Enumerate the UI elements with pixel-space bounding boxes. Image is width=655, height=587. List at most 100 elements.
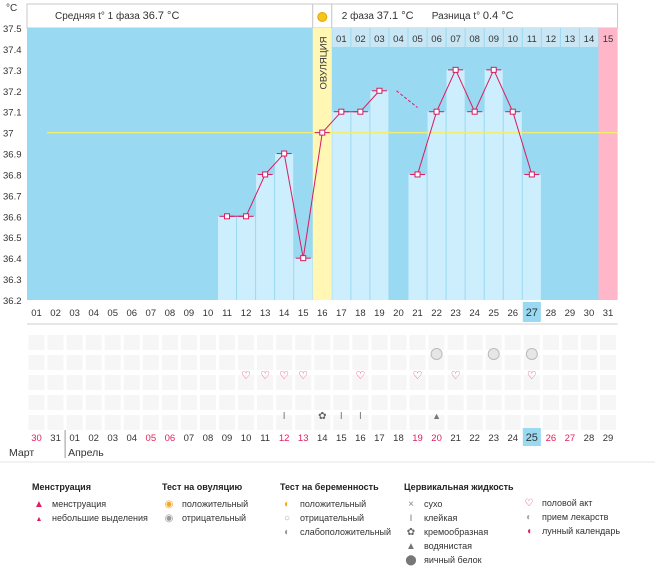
legend-item: ○ отрицательный [280, 511, 391, 525]
cycle-day-label: 03 [69, 308, 80, 319]
legend-item: ▲ менструация [32, 497, 148, 511]
symbol-cell [409, 395, 426, 410]
symbol-cell [47, 335, 64, 350]
temperature-point [452, 66, 459, 73]
post-ovulation-day-label: 03 [374, 34, 385, 45]
heart-icon: ♡ [260, 370, 270, 382]
post-ovulation-day-label: 08 [469, 34, 480, 45]
phase2-value: 37.1 °C [377, 10, 414, 22]
symbol-cell [390, 355, 407, 370]
calendar-date: 09 [222, 433, 233, 444]
calendar-date: 13 [298, 433, 309, 444]
temperature-bar [522, 174, 541, 300]
cycle-day-label: 19 [374, 308, 385, 319]
cycle-day-label: 06 [126, 308, 137, 319]
pregnancy-faint-icon [430, 348, 443, 360]
symbol-cell [352, 335, 369, 350]
symbol-cell [504, 395, 521, 410]
post-ovulation-day-label: 04 [393, 34, 404, 45]
calendar-date: 03 [107, 433, 118, 444]
symbol-cell [504, 375, 521, 390]
symbol-cell [371, 415, 388, 430]
ovulation-column [312, 28, 332, 300]
temperature-bar [275, 153, 294, 300]
sticky-icon: I [359, 411, 362, 422]
symbol-cell [66, 375, 83, 390]
post-ovulation-day-label: 05 [412, 34, 423, 45]
temperature-line-segment [283, 153, 304, 259]
temperature-line-segment [321, 111, 342, 133]
symbol-cell [199, 375, 216, 390]
symbol-cell [180, 375, 197, 390]
cycle-day-label: 25 [488, 308, 499, 319]
post-ovulation-day-cell [389, 28, 408, 47]
y-tick-label: 36.7 [3, 191, 22, 202]
calendar-date: 08 [203, 433, 214, 444]
cycle-day-label: 18 [355, 308, 366, 319]
calendar-date: 16 [355, 433, 366, 444]
calendar-date: 26 [546, 433, 557, 444]
symbol-cell [352, 375, 369, 390]
post-ovulation-day-label: 15 [603, 34, 614, 45]
symbol-cell [295, 335, 312, 350]
post-ovulation-day-label: 07 [450, 34, 461, 45]
symbol-cell [161, 415, 178, 430]
temperature-bar [427, 111, 446, 300]
symbol-cell [352, 415, 369, 430]
calendar-date: 25 [526, 432, 538, 444]
symbol-cell [161, 355, 178, 370]
difference-value: 0.4 °C [483, 10, 514, 22]
symbol-cell [257, 415, 274, 430]
cycle-day-label: 12 [241, 308, 252, 319]
symbol-cell [428, 375, 445, 390]
legend-menstruation: Менструация ▲ менструация ▲ небольшие выде… [32, 482, 148, 525]
y-tick-label: 37.1 [3, 108, 22, 119]
sticky-icon: I [340, 411, 343, 422]
temperature-bar [351, 111, 370, 300]
symbol-cell [28, 335, 45, 350]
pregnancy-negative-icon: ○ [283, 513, 291, 524]
temperature-line-segment [302, 132, 323, 259]
symbol-cell [180, 355, 197, 370]
symbol-cell [409, 355, 426, 370]
cycle-day-label: 04 [88, 308, 99, 319]
symbol-cell [104, 335, 121, 350]
symbol-cell [504, 355, 521, 370]
symbol-cell [580, 355, 597, 370]
symbol-cell [371, 335, 388, 350]
post-ovulation-day-cell [408, 28, 427, 47]
symbol-cell [66, 415, 83, 430]
symbol-cell [123, 395, 140, 410]
calendar-date: 27 [565, 433, 576, 444]
sun-icon [317, 12, 328, 22]
symbol-cell [276, 375, 293, 390]
symbol-cell [409, 375, 426, 390]
symbol-cell [199, 395, 216, 410]
heart-icon: ♡ [413, 370, 423, 382]
cycle-day-label: 05 [107, 308, 118, 319]
symbol-cell [238, 375, 255, 390]
symbol-cell [276, 395, 293, 410]
temperature-bar [218, 216, 237, 300]
cycle-day-label: 29 [565, 308, 576, 319]
heart-icon: ♡ [527, 370, 537, 382]
cycle-day-label: 28 [546, 308, 557, 319]
symbol-cell [466, 335, 483, 350]
phase1-value: 36.7 °C [143, 10, 180, 22]
y-tick-label: 36.2 [3, 296, 22, 307]
sun-positive-icon: ◉ [164, 499, 174, 510]
temperature-bar [465, 111, 484, 300]
symbol-cell [580, 335, 597, 350]
symbol-cell [276, 335, 293, 350]
symbol-cell [295, 395, 312, 410]
symbol-cell [409, 335, 426, 350]
y-tick-label: 36.9 [3, 150, 22, 161]
symbol-cell [219, 335, 236, 350]
symbol-cell [295, 415, 312, 430]
symbol-cell [161, 375, 178, 390]
symbol-cell [485, 355, 502, 370]
cycle-day-label: 27 [526, 307, 538, 319]
symbol-cell [600, 395, 617, 410]
post-ovulation-day-cell [465, 28, 484, 47]
